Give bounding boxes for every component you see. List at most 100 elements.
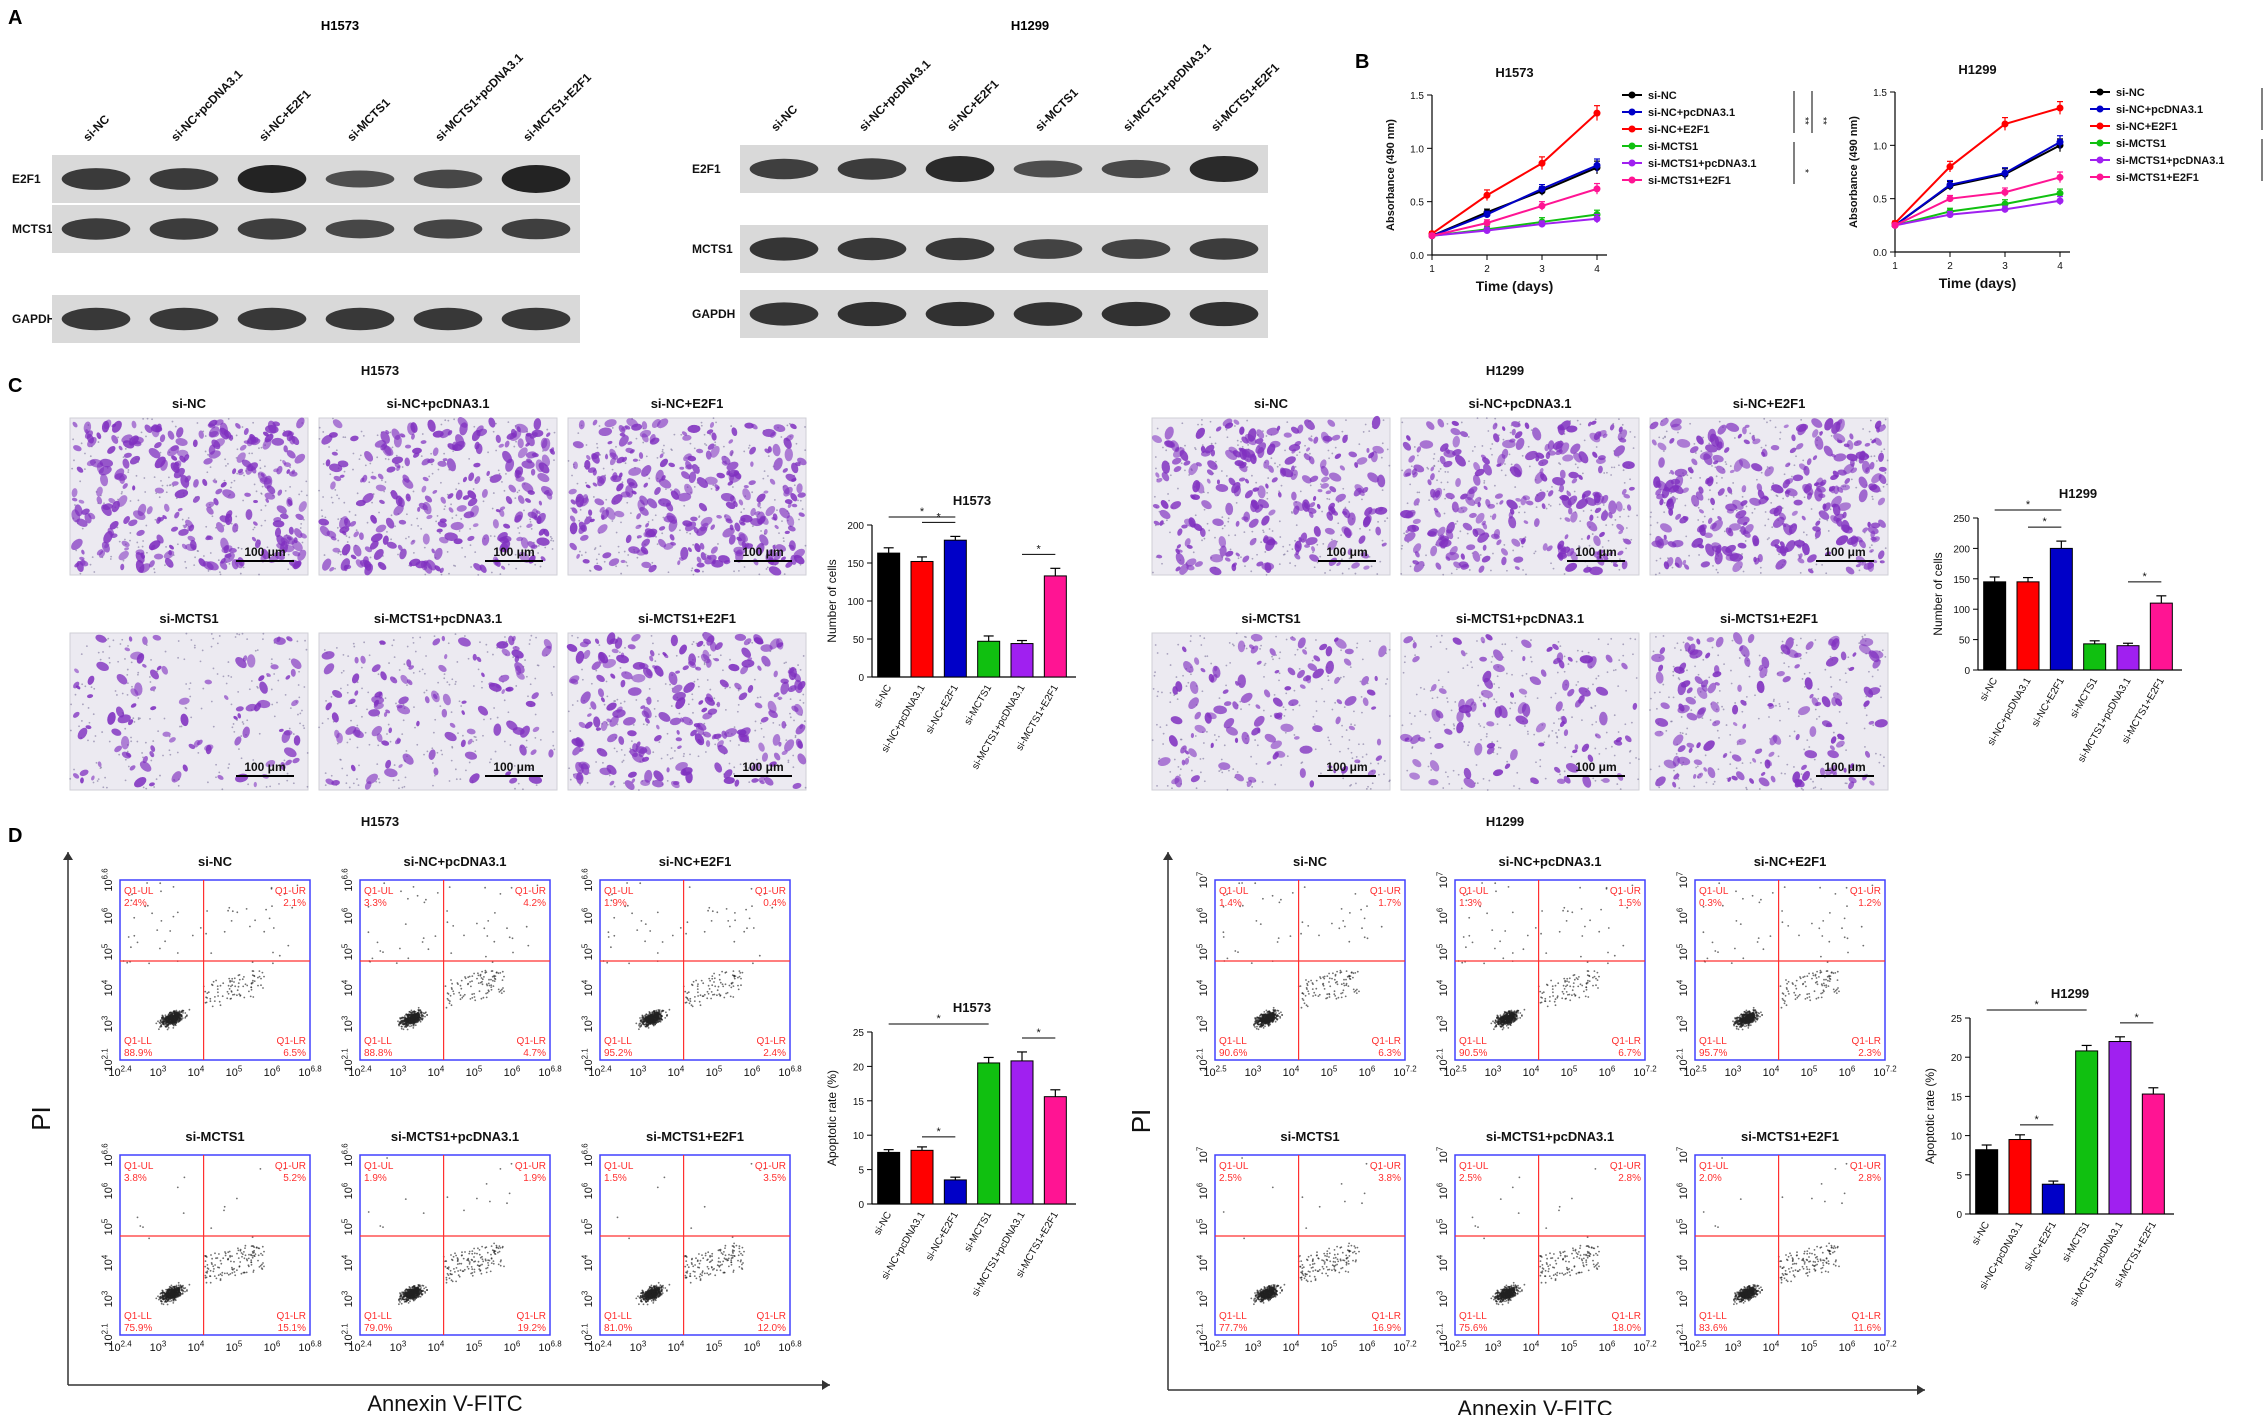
pore: [1504, 474, 1507, 477]
blot-band: [1189, 238, 1259, 260]
pore: [1625, 689, 1627, 692]
pore: [329, 473, 332, 476]
pore: [207, 781, 209, 784]
pore: [1579, 423, 1582, 426]
blot-membrane: [52, 295, 580, 343]
pore: [490, 758, 492, 761]
pore: [83, 468, 86, 471]
pore: [794, 736, 797, 739]
pore: [394, 525, 396, 528]
pore: [1432, 457, 1435, 460]
series-line: [1431, 112, 1598, 235]
pore: [1505, 672, 1508, 675]
pore: [1603, 472, 1606, 474]
pore: [353, 645, 356, 648]
pore: [343, 501, 346, 504]
pore: [529, 639, 531, 641]
pore: [516, 491, 519, 494]
pore: [99, 767, 102, 770]
pore: [1567, 663, 1570, 665]
pore: [1635, 677, 1638, 679]
blot-membrane: [52, 205, 580, 253]
pore: [359, 454, 362, 457]
pore: [690, 569, 693, 572]
pore: [1444, 497, 1447, 500]
pore: [468, 457, 471, 460]
pore: [164, 650, 167, 653]
pore: [1817, 697, 1820, 700]
pore: [1629, 430, 1632, 433]
pore: [1378, 773, 1380, 776]
pore: [334, 489, 337, 491]
pore: [79, 480, 82, 483]
pore: [739, 763, 742, 766]
blot-band: [325, 219, 395, 239]
pore: [1271, 655, 1273, 658]
image-label: si-MCTS1+pcDNA3.1: [374, 611, 502, 626]
pore: [1470, 661, 1473, 663]
pore: [753, 678, 756, 681]
pore: [1662, 437, 1665, 440]
pore: [525, 739, 528, 742]
pore: [361, 715, 363, 718]
pore: [1583, 439, 1586, 442]
pore: [763, 470, 766, 473]
stained-cell: [83, 421, 92, 434]
pore: [1357, 743, 1360, 746]
blot-band: [749, 237, 819, 261]
blot-band: [61, 168, 131, 190]
pore: [1177, 643, 1180, 646]
pore: [218, 635, 221, 637]
stained-cell: [249, 433, 257, 443]
pore: [1543, 741, 1546, 744]
pore: [1556, 741, 1559, 744]
pore: [298, 696, 301, 699]
pore: [1618, 568, 1621, 571]
pore: [259, 459, 262, 462]
pore: [1476, 782, 1479, 785]
scale-bar-label: 100 μm: [742, 760, 783, 774]
pore: [1362, 431, 1365, 433]
stained-cell: [118, 550, 129, 561]
pore: [1489, 515, 1492, 518]
pore: [567, 710, 570, 713]
pore: [1209, 436, 1212, 439]
pore: [137, 546, 140, 549]
pore: [613, 785, 616, 788]
pore: [342, 436, 345, 438]
lane-label: si-MCTS1+E2F1: [520, 70, 594, 144]
pore: [185, 487, 188, 490]
pore: [306, 494, 308, 497]
stained-cell: [154, 487, 165, 494]
pore: [1447, 671, 1450, 674]
pore: [119, 643, 122, 645]
pore: [1485, 735, 1488, 738]
pore: [651, 519, 654, 521]
pore: [266, 546, 269, 549]
stained-cell: [159, 434, 166, 443]
pore: [1818, 518, 1821, 520]
pore: [1404, 655, 1407, 658]
pore: [451, 678, 454, 681]
pore: [327, 717, 330, 720]
pore: [1236, 439, 1239, 442]
pore: [1581, 650, 1584, 653]
pore: [84, 685, 87, 688]
pore: [1563, 770, 1566, 773]
pore: [218, 571, 221, 574]
pore: [709, 688, 712, 691]
pore: [1713, 780, 1716, 783]
data-point: [1538, 220, 1546, 228]
pore: [1210, 442, 1213, 445]
pore: [657, 700, 659, 702]
pore: [529, 683, 532, 686]
pore: [651, 561, 654, 564]
pore: [279, 459, 282, 462]
pore: [804, 786, 807, 789]
pore: [765, 568, 768, 570]
pore: [804, 544, 807, 547]
data-point: [2056, 197, 2064, 205]
pore: [85, 645, 88, 648]
pore: [1457, 537, 1460, 539]
pore: [1435, 635, 1438, 637]
